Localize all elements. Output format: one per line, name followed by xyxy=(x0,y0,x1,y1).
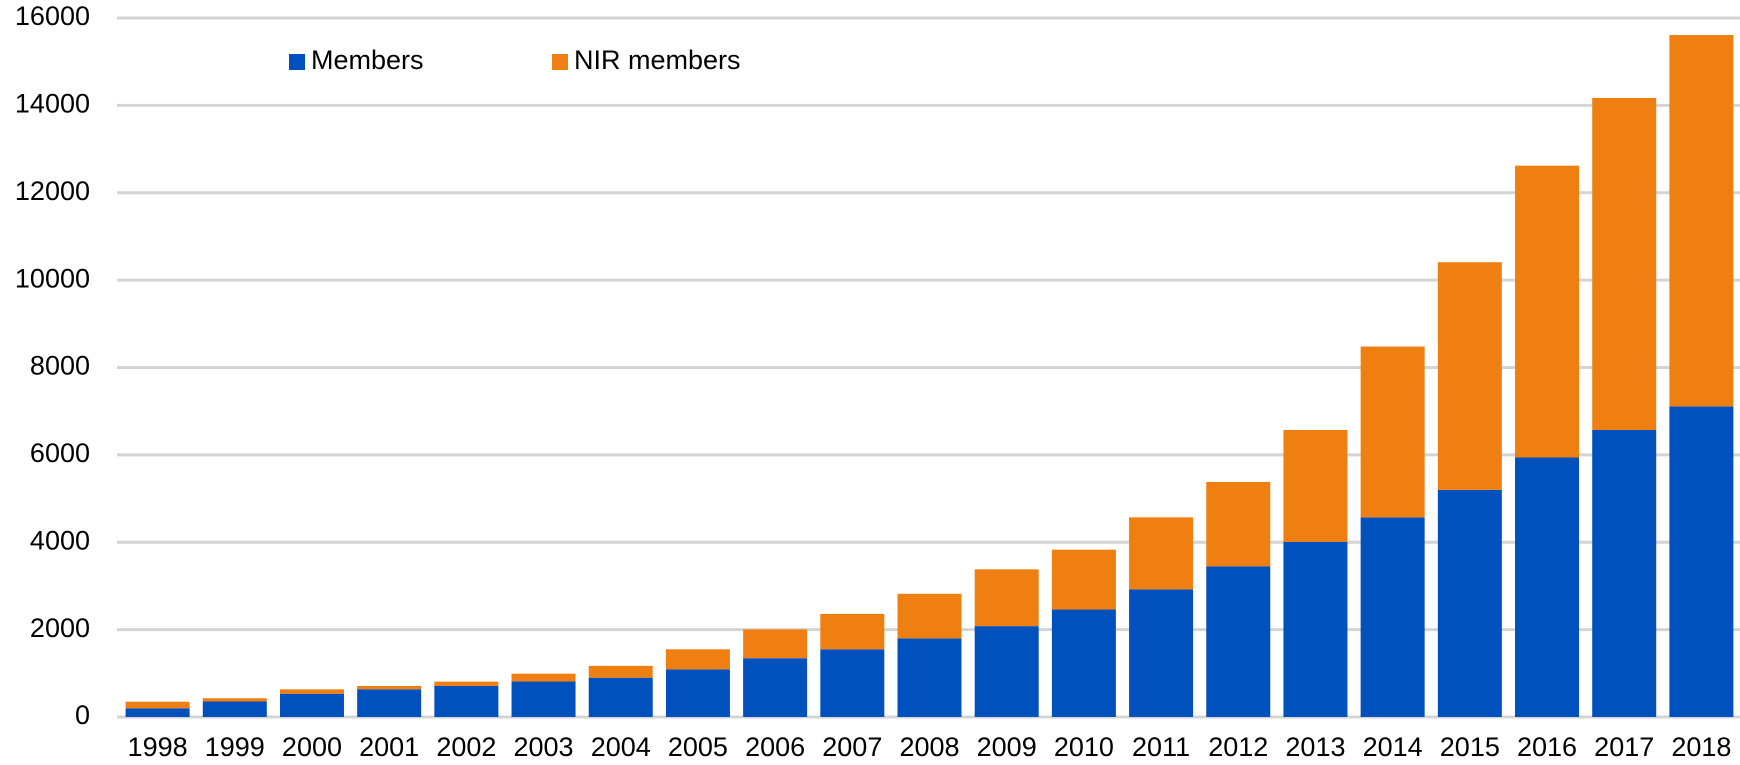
bar-segment xyxy=(1515,165,1580,458)
bar-segment xyxy=(1669,35,1734,407)
bar-segment xyxy=(434,685,499,717)
y-tick-label: 6000 xyxy=(30,438,90,468)
bar-segment xyxy=(1051,549,1116,610)
x-tick-label: 2015 xyxy=(1440,732,1500,762)
bar-segment xyxy=(511,681,576,717)
bar-segment xyxy=(897,638,962,717)
bar-segment xyxy=(1051,609,1116,717)
x-tick-label: 2016 xyxy=(1517,732,1577,762)
y-tick-label: 4000 xyxy=(30,525,90,555)
x-tick-label: 2001 xyxy=(359,732,419,762)
x-tick-label: 2008 xyxy=(899,732,959,762)
bar-segment xyxy=(511,673,576,682)
x-tick-label: 2009 xyxy=(977,732,1037,762)
x-tick-label: 2005 xyxy=(668,732,728,762)
bar-segment xyxy=(357,689,422,717)
x-tick-label: 1999 xyxy=(205,732,265,762)
bar-segment xyxy=(743,658,808,717)
y-tick-label: 2000 xyxy=(30,613,90,643)
bar-segment xyxy=(202,698,267,702)
legend-label: NIR members xyxy=(574,45,741,75)
bar-segment xyxy=(1669,406,1734,717)
x-tick-label: 1998 xyxy=(128,732,188,762)
x-tick-label: 2011 xyxy=(1132,732,1190,762)
x-tick-label: 2012 xyxy=(1208,732,1268,762)
bar-segment xyxy=(974,626,1039,717)
bar-segment xyxy=(1129,517,1194,590)
y-tick-label: 12000 xyxy=(15,176,90,206)
bar-segment xyxy=(588,677,653,717)
bar-segment xyxy=(820,613,885,650)
bar-segment xyxy=(820,649,885,717)
y-tick-label: 10000 xyxy=(15,263,90,293)
bar-segment xyxy=(1206,566,1271,717)
bar-segment xyxy=(1360,346,1425,518)
x-tick-label: 2018 xyxy=(1671,732,1731,762)
x-tick-label: 2010 xyxy=(1054,732,1114,762)
x-tick-label: 2004 xyxy=(591,732,651,762)
x-tick-label: 2017 xyxy=(1594,732,1654,762)
bar-segment xyxy=(1437,262,1502,490)
bar-segment xyxy=(279,689,344,694)
bar-segment xyxy=(1592,429,1657,717)
bar-segment xyxy=(743,629,808,659)
y-tick-label: 14000 xyxy=(15,89,90,119)
bar-segment xyxy=(588,665,653,678)
bar-segment xyxy=(1206,481,1271,567)
bar-segment xyxy=(434,681,499,686)
x-tick-label: 2002 xyxy=(436,732,496,762)
bar-segment xyxy=(1437,489,1502,717)
bar-segment xyxy=(1129,589,1194,717)
bar-segment xyxy=(202,701,267,717)
bar-segment xyxy=(665,669,730,717)
legend-label: Members xyxy=(311,45,424,75)
x-tick-label: 2006 xyxy=(745,732,805,762)
bar-segment xyxy=(125,701,190,709)
bar-segment xyxy=(897,593,962,639)
bar-segment xyxy=(974,569,1039,627)
bar-segment xyxy=(1592,97,1657,430)
bar-segment xyxy=(125,708,190,717)
x-tick-label: 2013 xyxy=(1285,732,1345,762)
bar-segment xyxy=(1283,429,1348,542)
bar-segment xyxy=(665,649,730,670)
bar-segment xyxy=(1360,517,1425,717)
y-tick-label: 0 xyxy=(75,700,90,730)
x-tick-label: 2000 xyxy=(282,732,342,762)
x-tick-label: 2014 xyxy=(1363,732,1423,762)
x-tick-label: 2007 xyxy=(822,732,882,762)
x-tick-label: 2003 xyxy=(514,732,574,762)
bar-segment xyxy=(357,685,422,690)
bar-segment xyxy=(279,693,344,717)
bar-segment xyxy=(1283,541,1348,717)
y-tick-label: 8000 xyxy=(30,351,90,381)
legend-swatch xyxy=(552,54,568,70)
y-tick-label: 16000 xyxy=(15,1,90,31)
bar-segment xyxy=(1515,457,1580,717)
legend-swatch xyxy=(289,54,305,70)
